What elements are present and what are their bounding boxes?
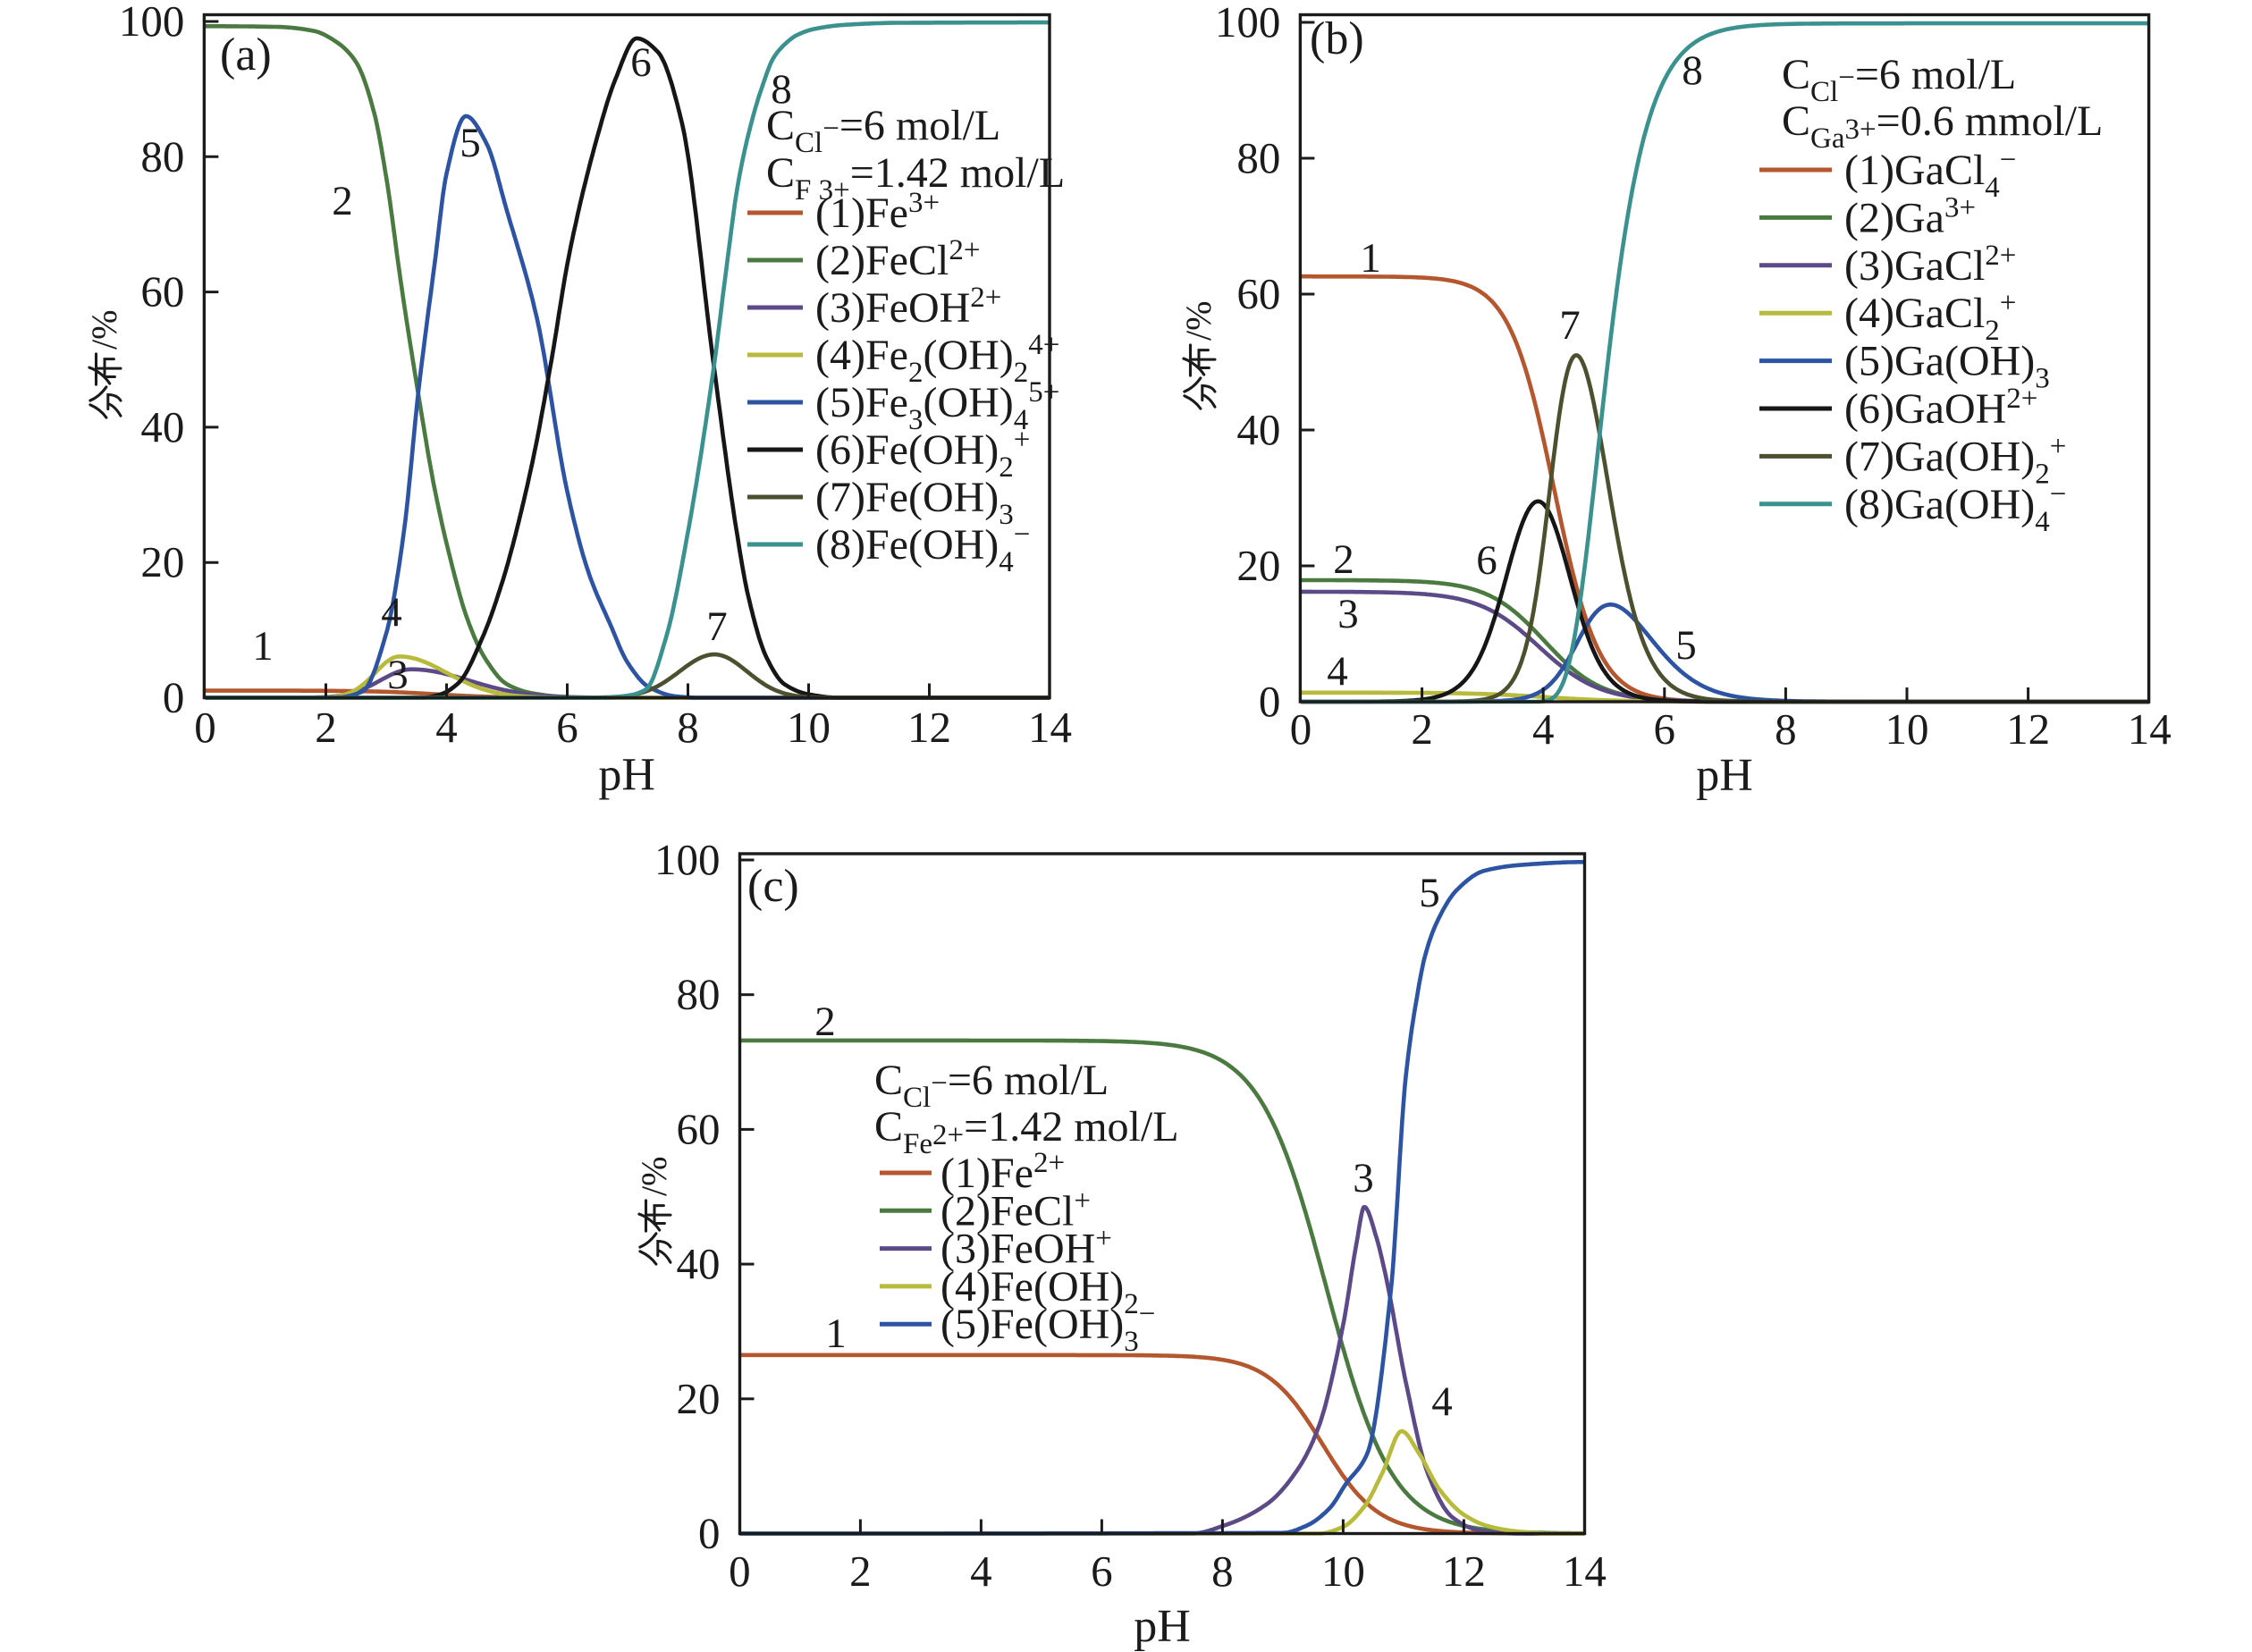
svg-text:(a): (a) [220, 30, 272, 80]
svg-text:2: 2 [849, 1547, 872, 1596]
svg-text:100: 100 [1215, 0, 1281, 46]
svg-text:(6)GaOH2+: (6)GaOH2+ [1844, 383, 2037, 433]
svg-text:5: 5 [1419, 870, 1440, 916]
svg-text:(c): (c) [747, 861, 799, 912]
svg-text:2: 2 [315, 703, 337, 752]
svg-text:4: 4 [381, 589, 402, 636]
svg-text:0: 0 [698, 1509, 721, 1558]
svg-text:/%: /% [84, 310, 124, 350]
svg-text:0: 0 [1259, 677, 1281, 726]
svg-text:14: 14 [1028, 703, 1072, 752]
svg-text:(3)FeOH+: (3)FeOH+ [940, 1223, 1112, 1273]
svg-text:6: 6 [1476, 537, 1497, 584]
svg-text:4: 4 [1327, 648, 1348, 695]
svg-text:8: 8 [677, 703, 699, 752]
svg-text:(1)GaCl4−: (1)GaCl4− [1844, 144, 2016, 204]
svg-text:(7)Ga(OH)2+: (7)Ga(OH)2+ [1844, 430, 2066, 490]
svg-text:40: 40 [1236, 405, 1280, 454]
svg-text:CCl−=6 mol/L: CCl−=6 mol/L [1782, 51, 2016, 108]
svg-text:pH: pH [1134, 1601, 1191, 1652]
svg-text:pH: pH [1696, 750, 1753, 801]
svg-text:2: 2 [1411, 704, 1433, 754]
svg-text:10: 10 [1885, 704, 1929, 754]
svg-text:6: 6 [1654, 704, 1676, 754]
svg-text:2: 2 [814, 999, 836, 1045]
svg-text:1: 1 [825, 1311, 847, 1357]
svg-text:80: 80 [140, 131, 184, 181]
svg-text:(2)FeCl2+: (2)FeCl2+ [815, 234, 980, 284]
svg-text:(b): (b) [1310, 13, 1364, 64]
svg-text:(6)Fe(OH)2+: (6)Fe(OH)2+ [815, 424, 1030, 484]
svg-text:3: 3 [1337, 591, 1359, 637]
svg-text:7: 7 [706, 603, 728, 650]
svg-text:20: 20 [1236, 541, 1280, 590]
svg-text:8: 8 [1682, 47, 1703, 94]
svg-text:(3)GaCl2+: (3)GaCl2+ [1844, 240, 2016, 290]
svg-text:(7)Fe(OH)3: (7)Fe(OH)3 [815, 474, 1014, 531]
svg-text:CCl−=6 mol/L: CCl−=6 mol/L [766, 102, 1000, 159]
svg-text:(8)Fe(OH)4−: (8)Fe(OH)4− [815, 518, 1030, 578]
svg-text:(4)GaCl2+: (4)GaCl2+ [1844, 287, 2016, 347]
svg-text:/%: /% [1178, 301, 1219, 341]
svg-text:4: 4 [1532, 704, 1555, 754]
svg-text:3: 3 [1353, 1155, 1374, 1201]
svg-text:(8)Ga(OH)4−: (8)Ga(OH)4− [1844, 478, 2066, 538]
svg-text:CCl−=6 mol/L: CCl−=6 mol/L [874, 1057, 1109, 1114]
svg-text:12: 12 [907, 703, 951, 752]
svg-text:80: 80 [1236, 133, 1280, 182]
svg-text:8: 8 [1211, 1547, 1234, 1596]
svg-text:(4)Fe(OH)2: (4)Fe(OH)2 [940, 1263, 1139, 1320]
svg-text:60: 60 [1236, 269, 1280, 318]
svg-text:60: 60 [677, 1104, 721, 1153]
svg-text:80: 80 [677, 970, 721, 1019]
svg-text:1: 1 [252, 623, 274, 670]
svg-text:CGa3+=0.6 mmol/L: CGa3+=0.6 mmol/L [1782, 97, 2103, 155]
svg-text:5: 5 [460, 120, 481, 166]
svg-text:7: 7 [1559, 302, 1581, 349]
svg-text:60: 60 [140, 267, 184, 316]
svg-text:(2)FeCl+: (2)FeCl+ [940, 1184, 1091, 1235]
svg-text:(1)Fe3+: (1)Fe3+ [815, 187, 940, 237]
svg-text:0: 0 [194, 703, 216, 752]
svg-text:(5)Fe(OH)3−: (5)Fe(OH)3− [940, 1298, 1155, 1358]
svg-text:6: 6 [556, 703, 578, 752]
svg-text:8: 8 [1775, 704, 1797, 754]
svg-text:12: 12 [2006, 704, 2050, 754]
svg-text:(2)Ga3+: (2)Ga3+ [1844, 191, 1976, 241]
svg-text:14: 14 [2128, 704, 2172, 754]
svg-text:(4)Fe2(OH)24+: (4)Fe2(OH)24+ [815, 329, 1059, 389]
svg-text:(5)Ga(OH)3: (5)Ga(OH)3 [1844, 338, 2050, 395]
svg-text:20: 20 [677, 1374, 721, 1423]
svg-text:(1)Fe2+: (1)Fe2+ [940, 1147, 1065, 1197]
svg-text:2: 2 [1333, 536, 1354, 583]
svg-text:(5)Fe3(OH)45+: (5)Fe3(OH)45+ [815, 376, 1059, 436]
svg-text:1: 1 [1360, 235, 1381, 282]
svg-text:10: 10 [1321, 1547, 1365, 1596]
svg-text:/%: /% [634, 1157, 674, 1196]
svg-text:5: 5 [1675, 622, 1697, 669]
svg-text:3: 3 [387, 652, 409, 698]
svg-text:14: 14 [1563, 1547, 1607, 1596]
svg-text:6: 6 [630, 39, 652, 86]
svg-text:10: 10 [787, 703, 831, 752]
svg-text:0: 0 [1290, 704, 1312, 754]
svg-text:0: 0 [163, 673, 185, 722]
svg-text:40: 40 [677, 1239, 721, 1288]
svg-text:6: 6 [1091, 1547, 1113, 1596]
svg-text:pH: pH [598, 750, 655, 801]
svg-text:0: 0 [729, 1547, 751, 1596]
svg-text:(3)FeOH2+: (3)FeOH2+ [815, 282, 1001, 332]
svg-text:CF 3+=1.42 mol/L: CF 3+=1.42 mol/L [766, 149, 1065, 206]
svg-text:CFe2+=1.42 mol/L: CFe2+=1.42 mol/L [874, 1103, 1179, 1160]
svg-text:100: 100 [119, 0, 185, 46]
svg-text:8: 8 [771, 66, 792, 113]
svg-text:40: 40 [140, 402, 184, 451]
svg-text:2: 2 [332, 178, 353, 224]
svg-text:100: 100 [654, 835, 721, 884]
svg-text:4: 4 [435, 703, 458, 752]
svg-text:12: 12 [1442, 1547, 1486, 1596]
svg-text:20: 20 [140, 537, 184, 586]
svg-text:4: 4 [970, 1547, 992, 1596]
svg-text:4: 4 [1431, 1378, 1453, 1425]
